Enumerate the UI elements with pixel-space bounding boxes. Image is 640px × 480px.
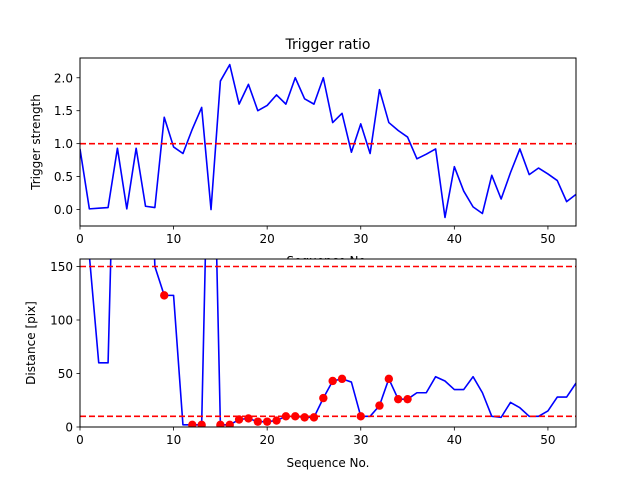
top-ytick-label: 2.0 xyxy=(54,71,73,85)
bottom-axes-frame xyxy=(79,258,577,428)
bottom-xtick-label: 30 xyxy=(353,433,368,447)
top-xtick-label: 20 xyxy=(260,232,275,246)
top-plot-area xyxy=(80,63,576,219)
bottom-data-point xyxy=(272,416,281,425)
bottom-xtick-label: 0 xyxy=(76,433,84,447)
bottom-data-point xyxy=(309,413,319,422)
bottom-data-point xyxy=(216,420,225,427)
bottom-data-point xyxy=(384,374,394,384)
bottom-data-point xyxy=(253,417,263,426)
bottom-axis-ticks: 0 10 20 30 40 50 0 50 100 150 xyxy=(50,260,555,447)
bottom-ytick-label: 150 xyxy=(50,260,73,274)
top-ytick-label: 0.0 xyxy=(54,203,73,217)
bottom-xtick-label: 20 xyxy=(260,433,275,447)
bottom-ytick-label: 100 xyxy=(50,313,73,327)
bottom-plot-area xyxy=(80,259,576,427)
bottom-ytick-label: 50 xyxy=(58,367,73,381)
top-chart-ylabel: Trigger strength xyxy=(29,94,43,191)
bottom-data-point xyxy=(300,413,309,422)
top-axis-ticks: 0 10 20 30 40 50 0.0 0.5 1.0 1.5 2.0 xyxy=(54,71,556,246)
bottom-data-point xyxy=(403,394,412,404)
top-series-line xyxy=(80,63,576,219)
top-ytick-label: 0.5 xyxy=(54,170,73,184)
bottom-data-point xyxy=(281,412,291,421)
top-ytick-label: 1.0 xyxy=(54,137,73,151)
bottom-data-point xyxy=(356,412,365,421)
bottom-xtick-label: 10 xyxy=(166,433,181,447)
bottom-xtick-label: 50 xyxy=(540,433,555,447)
top-chart-title: Trigger ratio xyxy=(284,37,370,53)
bottom-chart-backdrop xyxy=(76,250,580,259)
bottom-ytick-label: 0 xyxy=(65,421,73,435)
top-xtick-label: 10 xyxy=(166,232,181,246)
bottom-data-point xyxy=(225,420,234,427)
bottom-data-point xyxy=(188,420,197,427)
top-ytick-label: 1.5 xyxy=(54,104,73,118)
bottom-data-point xyxy=(234,415,244,424)
bottom-data-point xyxy=(375,401,384,410)
bottom-chart-ylabel: Distance [pix] xyxy=(24,301,38,385)
bottom-data-point xyxy=(244,414,253,423)
bottom-data-point xyxy=(262,417,272,426)
bottom-data-point xyxy=(160,291,169,300)
top-xtick-label: 30 xyxy=(353,232,368,246)
bottom-chart-xlabel: Sequence No. xyxy=(287,456,370,470)
top-xtick-label: 50 xyxy=(540,232,555,246)
bottom-data-point xyxy=(393,394,403,404)
top-xtick-label: 40 xyxy=(447,232,462,246)
bottom-series-line xyxy=(88,259,576,426)
bottom-data-point xyxy=(291,412,300,421)
bottom-axes-background xyxy=(80,259,576,427)
bottom-data-point xyxy=(197,420,206,427)
top-xtick-label: 0 xyxy=(76,232,84,246)
bottom-data-point xyxy=(328,376,337,386)
top-chart: Trigger ratio 0 10 20 30 40 50 0.0 0.5 1.0 1.5 2.0… xyxy=(29,37,577,246)
bottom-data-point xyxy=(337,374,347,384)
top-axes-frame xyxy=(79,57,577,227)
bottom-xtick-label: 40 xyxy=(447,433,462,447)
bottom-data-point xyxy=(319,393,328,403)
